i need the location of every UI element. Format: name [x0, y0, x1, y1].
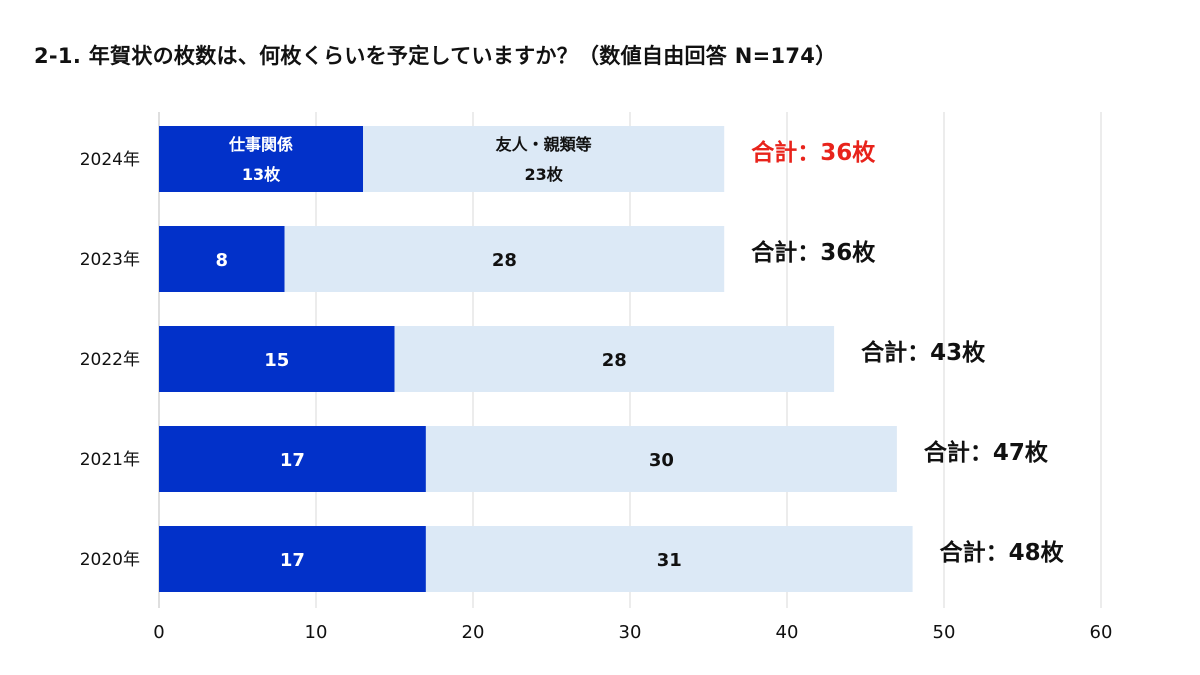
bar-friends — [394, 326, 835, 392]
x-tick-label: 50 — [933, 622, 956, 643]
bar-work — [159, 126, 364, 192]
bars — [159, 126, 913, 592]
x-tick-label: 0 — [153, 622, 164, 643]
chart-title: 2-1. 年賀状の枚数は、何枚くらいを予定していますか？（数値自由回答 N=17… — [34, 44, 837, 68]
x-tick-label: 30 — [619, 622, 642, 643]
segment-value-label: 15 — [264, 350, 289, 371]
segment-label: 13枚 — [242, 165, 281, 184]
bar-work — [159, 226, 285, 292]
segment-label: 23枚 — [525, 165, 564, 184]
segment-value-label: 17 — [280, 450, 305, 471]
total-label: 合計：43枚 — [861, 339, 985, 366]
x-tick-label: 60 — [1090, 622, 1113, 643]
bar-work — [159, 526, 426, 592]
x-tick-label: 40 — [776, 622, 799, 643]
segment-label: 友人・親類等 — [496, 135, 592, 154]
x-tick-label: 20 — [462, 622, 485, 643]
bar-friends — [425, 426, 897, 492]
total-label: 合計：36枚 — [751, 239, 875, 266]
total-label: 合計：47枚 — [924, 439, 1048, 466]
labels: 0 10 20 30 40 50 602024年仕事関係13枚友人・親類等23枚合計：36枚… — [80, 135, 1113, 643]
category-label: 2020年 — [80, 550, 140, 570]
segment-value-label: 28 — [492, 250, 517, 271]
segment-value-label: 8 — [216, 250, 229, 271]
segment-value-label: 31 — [657, 550, 682, 571]
category-label: 2023年 — [80, 250, 140, 270]
bar-friends — [363, 126, 725, 192]
category-label: 2021年 — [80, 450, 140, 470]
bar-work — [159, 426, 426, 492]
bar-friends — [425, 526, 913, 592]
category-label: 2024年 — [80, 150, 140, 170]
segment-label: 仕事関係 — [228, 135, 293, 154]
bar-friends — [284, 226, 725, 292]
x-tick-label: 10 — [305, 622, 328, 643]
segment-value-label: 28 — [602, 350, 627, 371]
bar-work — [159, 326, 395, 392]
category-label: 2022年 — [80, 350, 140, 370]
total-label: 合計：48枚 — [940, 539, 1064, 566]
segment-value-label: 30 — [649, 450, 674, 471]
total-label: 合計：36枚 — [751, 139, 875, 166]
segment-value-label: 17 — [280, 550, 305, 571]
